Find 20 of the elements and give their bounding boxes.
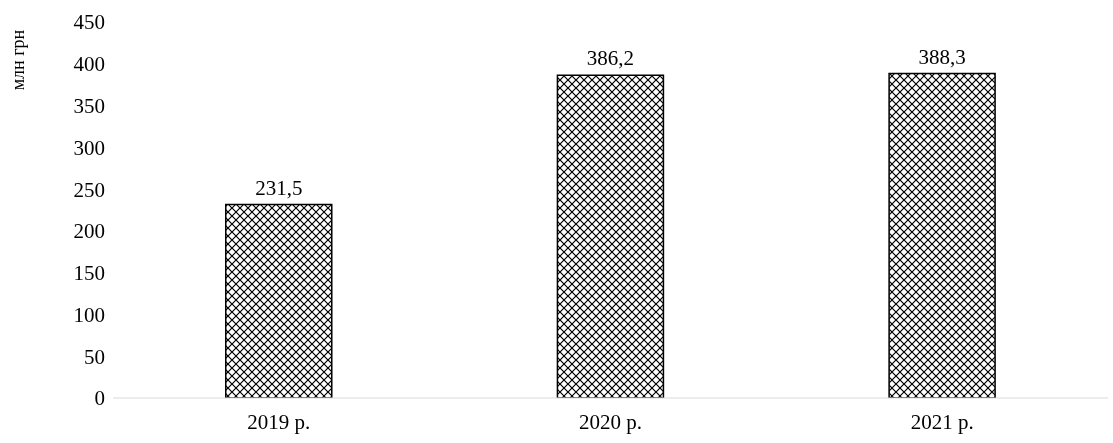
y-tick-label: 50: [84, 344, 105, 369]
y-tick-label: 150: [73, 261, 105, 286]
bar: [888, 72, 996, 398]
y-tick-label: 200: [73, 219, 105, 244]
y-tick-label: 450: [73, 10, 105, 35]
y-tick-label: 250: [73, 177, 105, 202]
data-label: 231,5: [255, 175, 303, 200]
bar: [225, 203, 333, 398]
y-tick-label: 0: [94, 386, 105, 411]
y-tick-label: 400: [73, 52, 105, 77]
y-tick-label: 100: [73, 302, 105, 327]
bar: [556, 74, 665, 398]
data-label: 386,2: [586, 46, 635, 71]
y-tick-label: 300: [73, 135, 105, 160]
x-tick-label: 2019 р.: [247, 409, 311, 434]
x-tick-label: 2020 р.: [579, 409, 642, 434]
y-tick-label: 350: [73, 94, 105, 119]
y-axis-title: млн грн: [8, 29, 29, 91]
x-tick-label: 2021 р.: [910, 409, 974, 434]
data-label: 388,3: [918, 44, 966, 69]
